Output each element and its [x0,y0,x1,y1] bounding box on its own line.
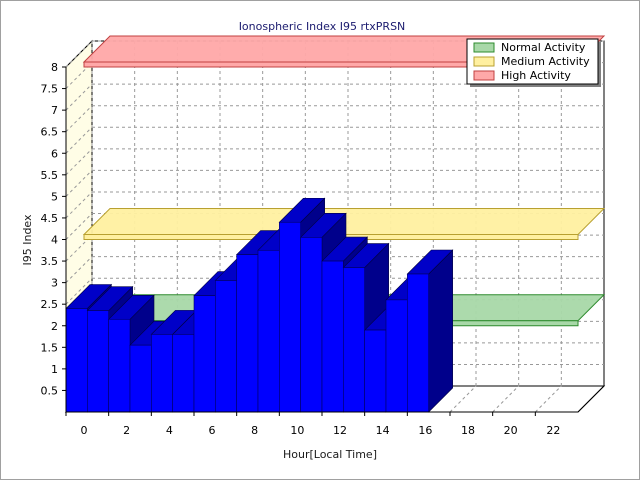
x-tick-label: 0 [81,424,88,437]
bar-side [428,249,453,413]
legend-swatch-medium [473,56,495,67]
x-tick-label: 18 [461,424,475,437]
y-tick-label: 7 [51,104,58,117]
bar-front [215,280,237,413]
x-tick-label: 12 [333,424,347,437]
bar [406,249,454,413]
bar-front [172,334,195,413]
bar-front [300,237,323,413]
bar-front [364,329,387,413]
bar-front [108,318,131,413]
y-tick-label: 2 [51,320,58,333]
x-tick-label: 8 [251,424,258,437]
grid-line-y-side [65,170,93,197]
grid-line-y-side [65,148,93,176]
chart-title: Ionospheric Index I95 rtxPRSN [239,20,406,33]
y-tick-label: 0.5 [41,384,59,397]
y-tick-label: 6 [51,147,58,160]
x-tick-label: 4 [166,424,173,437]
y-tick-label: 8 [51,61,58,74]
x-tick-label: 6 [209,424,216,437]
y-tick-label: 2.5 [41,298,59,311]
x-tick-label: 10 [290,424,304,437]
y-tick-label: 6.5 [41,126,59,139]
bar-layer [65,197,454,413]
legend-label-normal: Normal Activity [501,41,586,54]
grid-line-y-side [65,126,93,154]
grid-line-y-side [65,191,93,219]
grid-line-y-side [65,105,93,133]
y-tick-label: 5.5 [41,169,59,182]
grid-line-y-side [65,213,93,240]
grid-line-x-floor [492,385,520,413]
grid-line-y-side [65,83,93,111]
legend-swatch-high [473,70,495,81]
legend: Normal Activity Medium Activity High Act… [466,38,601,87]
legend-label-medium: Medium Activity [501,55,590,68]
bar-front [236,254,259,413]
x-axis-label: Hour[Local Time] [283,448,377,461]
y-tick-label: 4 [51,234,58,247]
bar-front [407,273,429,413]
grid-line-x-floor [449,385,477,413]
y-tick-label: 5 [51,190,58,203]
x-tick-label: 22 [546,424,560,437]
bar-front [257,249,280,413]
grid-line-y-side [65,256,93,283]
bar-front [385,299,408,413]
grid-line-y-side [65,277,93,305]
y-tick-label: 4.5 [41,212,59,225]
y-tick-label: 1 [51,363,58,376]
y-tick-label: 3 [51,277,58,290]
legend-label-high: High Activity [501,69,571,82]
x-tick-label: 16 [418,424,432,437]
x-axis-depth-line [577,385,605,413]
y-tick-label: 7.5 [41,83,59,96]
bar-front [321,260,344,413]
grid-line-y-side [65,40,93,68]
bar-front [65,308,88,413]
bar-front [343,267,365,413]
grid-line-x-floor [534,385,562,413]
y-tick-label: 1.5 [41,341,59,354]
bar-front [151,334,173,413]
axis-layer: 0.5 1 1.5 2 2.5 3 3.5 4 4.5 5 5.5 6 6.5 7 7.5 8 0 2 4 6 8 10 1… [41,61,605,437]
x-tick-label: 2 [123,424,130,437]
bar-front [129,344,152,413]
bar-front [193,295,216,413]
y-tick-label: 3.5 [41,255,59,268]
y-axis-label: I95 Index [21,214,34,266]
x-tick-label: 14 [376,424,390,437]
legend-swatch-normal [473,42,495,53]
bar-front [279,221,301,413]
bar-front [87,310,109,413]
x-tick-label: 20 [504,424,518,437]
